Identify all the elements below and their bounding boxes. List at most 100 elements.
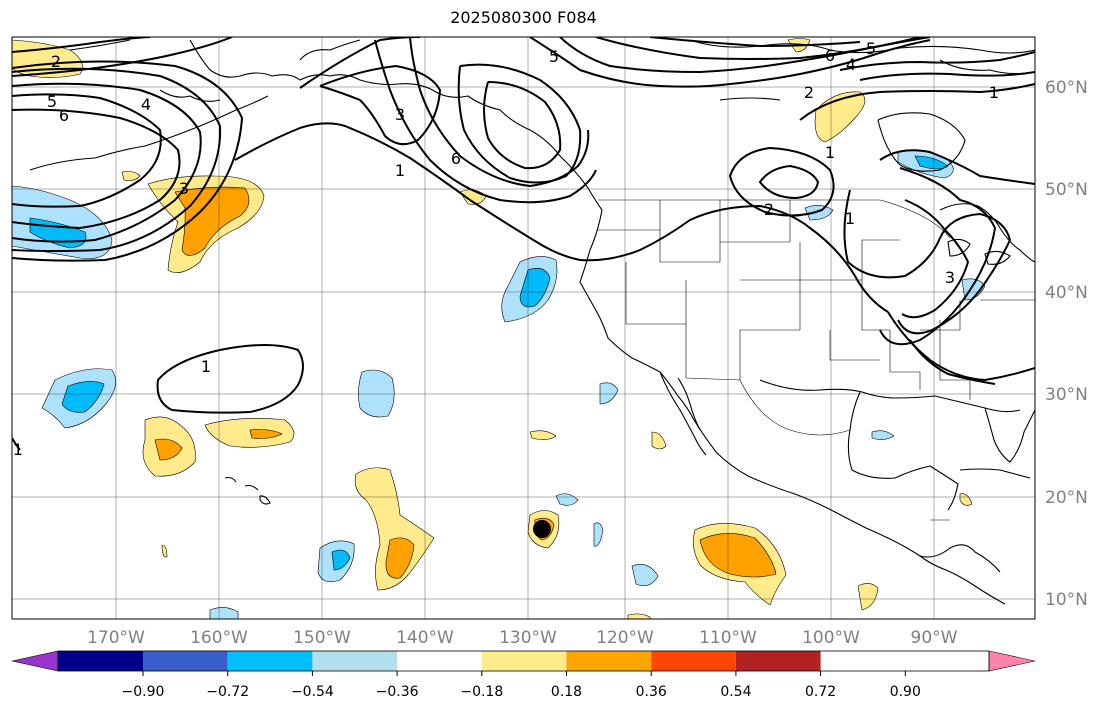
colorbar-segment bbox=[143, 651, 228, 671]
contour-label: 4 bbox=[141, 95, 151, 114]
latitude-label: 20°N bbox=[1045, 488, 1088, 508]
strong-positive-anomaly-region bbox=[249, 429, 283, 439]
contour-label: 1 bbox=[825, 143, 835, 162]
contour-line bbox=[374, 39, 597, 204]
contour-line bbox=[843, 189, 1012, 335]
contour-label: 6 bbox=[451, 149, 461, 168]
negative-anomaly-region bbox=[593, 522, 604, 547]
contour-line bbox=[457, 63, 582, 184]
contour-line bbox=[879, 167, 997, 346]
political-borders bbox=[598, 199, 1035, 521]
contour-line bbox=[409, 37, 590, 188]
negative-anomaly-region bbox=[631, 564, 659, 587]
latitude-label: 30°N bbox=[1045, 385, 1088, 405]
longitude-labels: 170°W 160°W 150°W 140°W 130°W 120°W 110°… bbox=[87, 628, 958, 648]
longitude-label: 140°W bbox=[396, 628, 454, 648]
contour-label: 2 bbox=[764, 200, 774, 219]
colorbar-tick-label: 0.54 bbox=[720, 684, 751, 700]
contour-line bbox=[12, 60, 244, 262]
contour-line bbox=[156, 344, 304, 414]
colorbar-segment bbox=[481, 651, 567, 671]
positive-anomaly-region bbox=[204, 418, 295, 448]
longitude-label: 130°W bbox=[499, 628, 557, 648]
contour-line bbox=[758, 164, 820, 200]
negative-anomaly-region bbox=[209, 607, 239, 619]
contour-line bbox=[12, 67, 222, 252]
colorbar-segment bbox=[735, 651, 821, 671]
colorbar-tick-label: 0.72 bbox=[805, 684, 836, 700]
anomaly-fills bbox=[12, 38, 986, 619]
contour-line bbox=[12, 82, 202, 243]
contour-label: 3 bbox=[945, 268, 955, 287]
positive-anomaly-region bbox=[354, 467, 435, 591]
contour-label: 2 bbox=[804, 83, 814, 102]
colorbar-right-extension bbox=[988, 650, 1036, 672]
positive-anomaly-region bbox=[959, 493, 973, 506]
contour-label: 5 bbox=[549, 47, 559, 66]
map-title: 2025080300 F084 bbox=[450, 8, 597, 27]
strong-negative-anomaly-region bbox=[331, 549, 351, 571]
strong-positive-anomaly-region bbox=[699, 533, 777, 578]
contour-line bbox=[529, 37, 931, 88]
contour-label: 4 bbox=[846, 55, 856, 74]
contour-labels: 2 5 6 4 3 1 5 3 6 1 6 4 5 2 1 2 1 3 1 1 bbox=[13, 39, 999, 459]
contour-label: 6 bbox=[825, 46, 835, 65]
colorbar-segment bbox=[397, 651, 482, 671]
colorbar-frame bbox=[57, 650, 990, 672]
contour-label: 1 bbox=[201, 357, 211, 376]
positive-anomaly-region bbox=[857, 583, 879, 611]
colorbar-tick-label: −0.54 bbox=[291, 684, 334, 700]
negative-anomaly-region bbox=[358, 369, 395, 418]
longitude-label: 160°W bbox=[190, 628, 248, 648]
contour-label: 5 bbox=[866, 39, 876, 58]
colorbar-left-extension bbox=[11, 650, 59, 672]
longitude-label: 120°W bbox=[596, 628, 654, 648]
contour-line bbox=[887, 311, 1035, 382]
contour-line bbox=[799, 83, 1035, 121]
colorbar: −0.90 −0.72 −0.54 −0.36 −0.18 0.18 0.36 0.54 0.7… bbox=[11, 650, 1036, 700]
contour-label: 3 bbox=[395, 105, 405, 124]
negative-anomaly-region bbox=[804, 205, 834, 221]
contour-line bbox=[839, 51, 1035, 71]
colorbar-segment bbox=[312, 651, 398, 671]
latitude-labels: 60°N 50°N 40°N 30°N 20°N 10°N bbox=[1045, 78, 1088, 610]
contour-line bbox=[909, 339, 996, 385]
colorbar-segment bbox=[651, 651, 736, 671]
longitude-label: 150°W bbox=[293, 628, 351, 648]
contour-line bbox=[649, 37, 861, 48]
map-background bbox=[12, 37, 1035, 619]
positive-anomaly-region bbox=[529, 430, 557, 440]
strong-positive-anomaly-region bbox=[174, 186, 250, 256]
contour-line bbox=[879, 149, 1035, 185]
colorbar-tick-label: −0.18 bbox=[460, 684, 503, 700]
contour-label: 1 bbox=[395, 161, 405, 180]
latitude-label: 60°N bbox=[1045, 78, 1088, 98]
map-frame bbox=[11, 36, 1036, 620]
contour-line bbox=[12, 108, 181, 230]
contour-line bbox=[234, 122, 889, 313]
strong-negative-anomaly-region bbox=[519, 267, 551, 308]
positive-anomaly-region bbox=[121, 171, 141, 181]
strong-negative-anomaly-region bbox=[61, 381, 105, 413]
negative-anomaly-region bbox=[555, 493, 579, 506]
gridlines bbox=[12, 37, 1035, 619]
longitude-label: 170°W bbox=[87, 628, 145, 648]
negative-anomaly-region bbox=[871, 430, 895, 440]
contour-line bbox=[319, 64, 442, 146]
contour-label: 1 bbox=[989, 83, 999, 102]
latitude-label: 50°N bbox=[1045, 180, 1088, 200]
longitude-label: 110°W bbox=[699, 628, 757, 648]
latitude-label: 40°N bbox=[1045, 283, 1088, 303]
contour-line bbox=[483, 81, 562, 170]
contour-line bbox=[12, 37, 233, 77]
contour-label: 1 bbox=[845, 209, 855, 228]
contour-label: 2 bbox=[51, 52, 61, 71]
contour-line bbox=[901, 199, 970, 319]
contour-line bbox=[859, 71, 1035, 81]
contour-label: 3 bbox=[179, 179, 189, 198]
contour-line bbox=[595, 37, 921, 60]
positive-anomaly-region bbox=[161, 544, 168, 558]
colorbar-tick-label: −0.36 bbox=[376, 684, 419, 700]
strong-positive-anomaly-region bbox=[385, 537, 415, 579]
